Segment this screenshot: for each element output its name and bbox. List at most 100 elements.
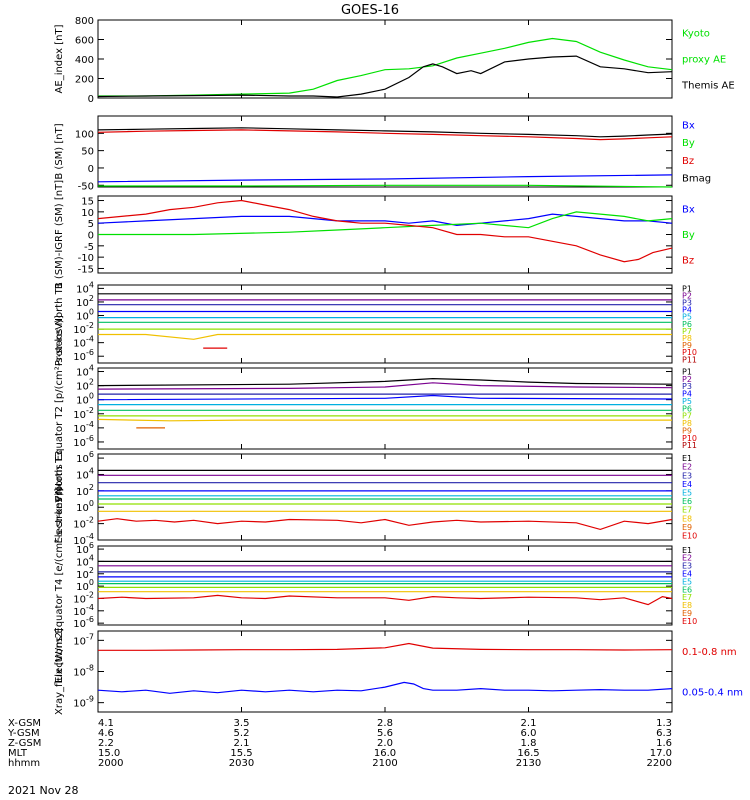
legend-entry: P8 — [682, 334, 692, 343]
plot-title: GOES-16 — [341, 3, 399, 18]
exponent: 4 — [89, 280, 94, 289]
y-tick-label: 10-6 — [73, 434, 94, 449]
legend-entry: E8 — [682, 601, 692, 610]
series-line-P8 — [97, 418, 672, 422]
ephemeris-row-label: MLT — [8, 748, 28, 759]
exponent: -2 — [86, 321, 94, 330]
ephemeris-value: 6.3 — [656, 728, 672, 739]
ephemeris-value: 2000 — [98, 758, 123, 769]
legend-entry: P8 — [682, 419, 692, 428]
ephemeris-value: 6.0 — [521, 728, 537, 739]
y-tick-label: 400 — [75, 55, 94, 66]
legend-entry: P6 — [682, 404, 692, 413]
exponent: 4 — [89, 466, 94, 475]
ephemeris-value: 2.2 — [98, 738, 114, 749]
y-tick-label: 10-4 — [73, 420, 94, 435]
panel-frame — [97, 19, 673, 99]
ephemeris-value: 5.6 — [377, 728, 393, 739]
ephemeris-value: 15.5 — [230, 748, 252, 759]
legend-entry: E6 — [682, 585, 692, 594]
legend-entry: P11 — [682, 441, 697, 450]
legend-entry: P4 — [682, 390, 692, 399]
legend-entry: E10 — [682, 532, 697, 541]
legend-entry: Bx — [682, 204, 695, 215]
series-line-E10 — [97, 594, 673, 606]
y-tick-label: 0 — [88, 164, 94, 175]
series-line-P4 — [97, 394, 673, 401]
series-line-0.1-0.8 nm — [98, 642, 673, 651]
legend-entry: E7 — [682, 593, 692, 602]
y-axis-label: Electrons North T3 — [54, 450, 65, 543]
exponent: -4 — [86, 603, 94, 612]
legend-entry: proxy AE — [682, 55, 726, 66]
ephemeris-value: 16.5 — [517, 748, 539, 759]
legend-entry: P7 — [682, 412, 692, 421]
legend-entry: P5 — [682, 313, 692, 322]
legend-entry: P1 — [682, 284, 692, 293]
panel-2: -50 0 50 100 B (SM) [nT] Bx By Bz Bmag — [54, 115, 711, 192]
legend-entry: E8 — [682, 514, 692, 523]
legend-entry: P5 — [682, 397, 692, 406]
ephemeris-value: 1.6 — [656, 738, 672, 749]
exponent: -4 — [86, 335, 94, 344]
exponent: 0 — [89, 392, 94, 401]
y-tick-label: 102 — [76, 483, 94, 498]
legend-entry: P9 — [682, 426, 692, 435]
ephemeris-value: 5.2 — [234, 728, 250, 739]
legend-entry: P2 — [682, 291, 692, 300]
panel-frame — [97, 367, 673, 450]
legend-entry: E10 — [682, 617, 697, 626]
y-tick-label: 0 — [88, 94, 94, 105]
ephemeris-value: 2.0 — [377, 738, 393, 749]
legend-entry: E7 — [682, 506, 692, 515]
exponent: -2 — [86, 516, 94, 525]
series-line-E10 — [97, 518, 673, 531]
legend-entry: E3 — [682, 471, 692, 480]
legend-entry: E9 — [682, 523, 692, 532]
y-axis-label: Xray_flux [W/m2] — [54, 628, 65, 715]
legend-entry: E6 — [682, 497, 692, 506]
legend-entry: P2 — [682, 375, 692, 384]
legend-entry: Bx — [682, 120, 695, 131]
ephemeris-value: 2.1 — [234, 738, 250, 749]
exponent: 2 — [89, 294, 94, 303]
ephemeris-value: 2100 — [372, 758, 397, 769]
legend-entry: P9 — [682, 341, 692, 350]
legend-entry: Bz — [682, 156, 694, 167]
y-tick-label: 10-8 — [73, 664, 94, 679]
y-tick-label: 800 — [75, 16, 94, 27]
series-line-Bx — [97, 174, 673, 183]
y-axis-label: AE_index [nT] — [54, 24, 65, 93]
legend-entry: E1 — [682, 454, 692, 463]
y-tick-label: -50 — [78, 181, 94, 192]
ephemeris-value: 4.1 — [98, 718, 114, 729]
y-tick-label: 0 — [88, 231, 94, 242]
legend-entry: E2 — [682, 554, 692, 563]
ephemeris-value: 16.0 — [374, 748, 396, 759]
y-tick-label: 15 — [81, 197, 94, 208]
exponent: -4 — [86, 532, 94, 541]
exponent: 2 — [89, 566, 94, 575]
y-tick-label: 102 — [76, 378, 94, 393]
date-label: 2021 Nov 28 — [8, 784, 78, 797]
exponent: 0 — [89, 499, 94, 508]
y-tick-label: 100 — [76, 499, 94, 514]
y-tick-label: 100 — [76, 392, 94, 407]
series-line-By — [98, 211, 673, 236]
y-tick-label: -10 — [78, 253, 94, 264]
legend-entry: P7 — [682, 327, 692, 336]
legend-entry: 0.1-0.8 nm — [682, 647, 737, 658]
ephemeris-value: 17.0 — [650, 748, 672, 759]
legend-entry: E1 — [682, 546, 692, 555]
series-line-P8 — [98, 333, 672, 340]
legend-entry: 0.05-0.4 nm — [682, 687, 743, 698]
series-line-Kyoto proxy AE — [98, 37, 673, 97]
exponent: -6 — [86, 434, 94, 443]
ephemeris-value: 2030 — [229, 758, 254, 769]
ephemeris-value: 3.5 — [234, 718, 250, 729]
exponent: -2 — [86, 406, 94, 415]
legend-entry: E4 — [682, 480, 692, 489]
